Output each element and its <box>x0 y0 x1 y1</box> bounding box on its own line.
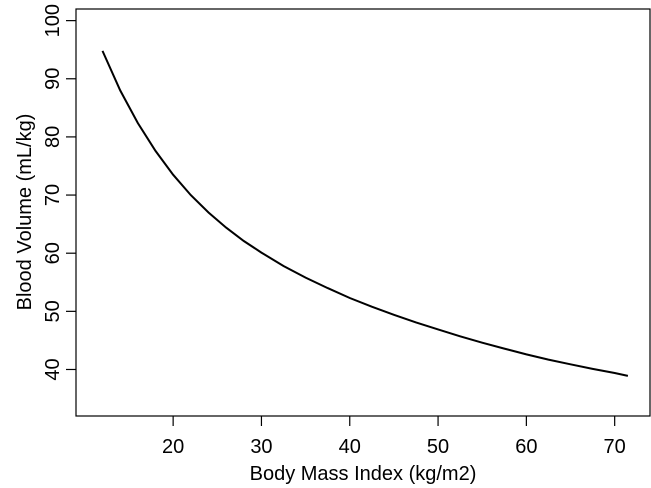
x-tick-label: 70 <box>604 436 626 458</box>
plot-frame <box>75 8 651 417</box>
y-axis: 40 50 60 70 80 90 100 <box>42 4 76 381</box>
x-axis-label: Body Mass Index (kg/m2) <box>250 463 477 485</box>
y-tick-label: 50 <box>42 300 64 322</box>
series-line <box>101 50 629 377</box>
y-tick-label: 60 <box>42 242 64 264</box>
y-tick-label: 100 <box>42 4 64 37</box>
x-tick-label: 20 <box>162 436 184 458</box>
y-tick-label: 90 <box>42 68 64 90</box>
y-tick-label: 80 <box>42 126 64 148</box>
y-tick-label: 70 <box>42 184 64 206</box>
x-tick-label: 60 <box>515 436 537 458</box>
x-tick-label: 30 <box>250 436 272 458</box>
y-tick-label: 40 <box>42 358 64 380</box>
x-tick-label: 40 <box>339 436 361 458</box>
x-axis: 20 30 40 50 60 70 <box>162 416 626 458</box>
x-tick-label: 50 <box>427 436 449 458</box>
y-axis-label: Blood Volume (mL/kg) <box>14 114 36 311</box>
